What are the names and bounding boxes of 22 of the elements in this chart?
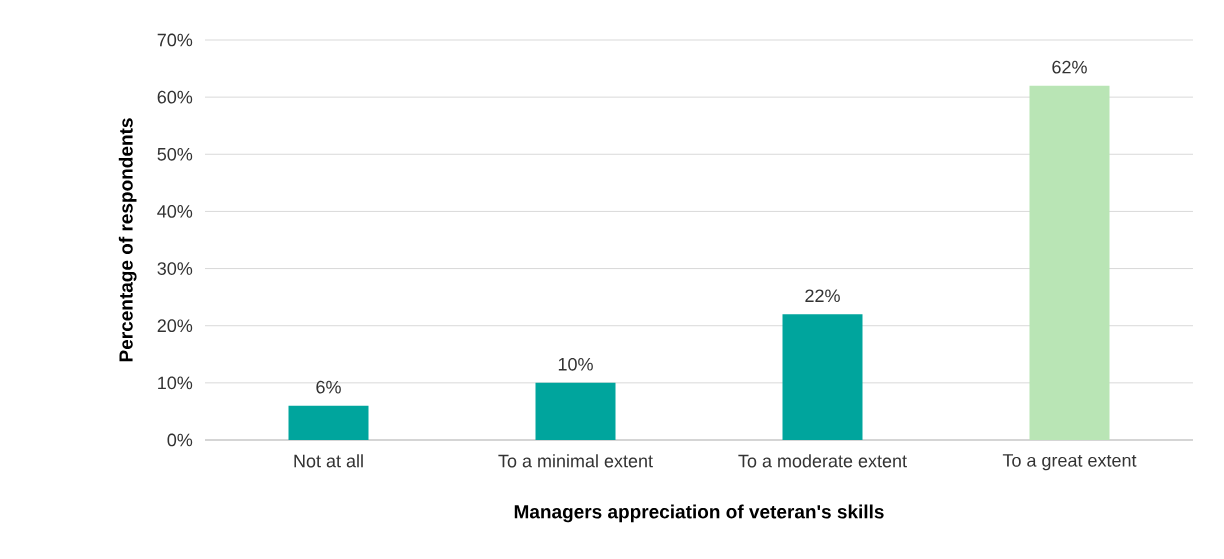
bar	[535, 382, 616, 440]
y-tick-label: 10%	[158, 376, 193, 390]
y-tick-label: 20%	[157, 319, 193, 333]
y-tick-label: 60%	[157, 90, 193, 104]
y-tick-label: 30%	[157, 262, 193, 275]
x-tick-label: To a great extent	[1002, 454, 1137, 471]
data-label: 22%	[805, 289, 840, 303]
x-tick-label: To a minimal extent	[498, 454, 653, 468]
x-tick-label: To a moderate extent	[738, 454, 907, 468]
y-tick-label: 0%	[167, 433, 193, 447]
x-tick-label: Not at all	[294, 454, 363, 468]
data-label: 10%	[558, 357, 593, 371]
x-axis-title: Managers appreciation of veteran's skills	[514, 504, 884, 523]
y-tick-label: 40%	[157, 205, 193, 218]
y-tick-label: 70%	[157, 33, 193, 47]
y-axis-title: Percentage of respondents	[118, 118, 137, 362]
y-tick-label: 50%	[157, 147, 193, 161]
bar	[288, 405, 369, 440]
data-label: 6%	[316, 380, 341, 394]
data-label: 62%	[1052, 60, 1087, 74]
bar	[782, 314, 863, 440]
bar	[1029, 85, 1110, 440]
